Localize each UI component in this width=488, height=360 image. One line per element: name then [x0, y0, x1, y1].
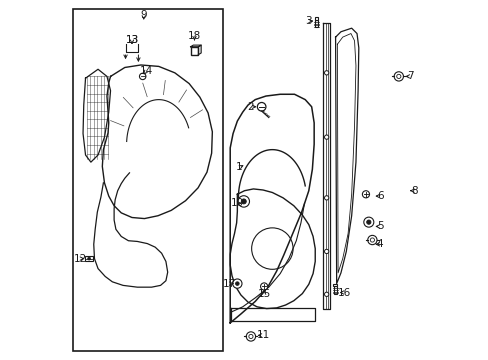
- Bar: [314, 18, 318, 19]
- Polygon shape: [198, 45, 201, 55]
- Text: 12: 12: [73, 253, 87, 264]
- Bar: [190, 47, 198, 55]
- Polygon shape: [83, 69, 110, 162]
- Text: 6: 6: [376, 191, 383, 201]
- Circle shape: [324, 196, 328, 200]
- Text: 5: 5: [376, 221, 383, 231]
- Circle shape: [324, 135, 328, 139]
- Text: 10: 10: [230, 198, 244, 208]
- Text: 16: 16: [337, 288, 350, 297]
- Polygon shape: [230, 308, 315, 321]
- Bar: [333, 284, 336, 286]
- Circle shape: [363, 217, 373, 227]
- Bar: [73, 9, 223, 351]
- Text: 9: 9: [140, 10, 147, 20]
- Circle shape: [241, 199, 246, 204]
- Bar: [85, 256, 93, 261]
- Polygon shape: [323, 23, 329, 309]
- Circle shape: [362, 191, 369, 198]
- Circle shape: [324, 292, 328, 296]
- Text: 3: 3: [305, 16, 311, 26]
- Bar: [333, 286, 336, 294]
- Circle shape: [235, 282, 239, 285]
- Text: 15: 15: [257, 289, 270, 299]
- Circle shape: [260, 283, 267, 290]
- Text: 14: 14: [140, 66, 153, 76]
- Circle shape: [238, 196, 249, 207]
- Circle shape: [367, 235, 376, 245]
- Circle shape: [324, 71, 328, 75]
- Circle shape: [139, 73, 145, 80]
- Circle shape: [393, 72, 403, 81]
- Circle shape: [369, 238, 374, 242]
- Text: 2: 2: [247, 102, 254, 112]
- Text: 11: 11: [256, 330, 269, 341]
- Circle shape: [248, 334, 252, 338]
- Circle shape: [366, 220, 370, 224]
- Circle shape: [396, 74, 400, 78]
- Polygon shape: [190, 45, 201, 47]
- Circle shape: [246, 332, 255, 341]
- Bar: [315, 19, 317, 27]
- Text: 17: 17: [223, 279, 236, 289]
- Polygon shape: [335, 28, 358, 284]
- Text: 18: 18: [187, 31, 201, 41]
- Text: 13: 13: [125, 35, 138, 45]
- Text: 7: 7: [407, 71, 413, 81]
- Text: 4: 4: [376, 239, 383, 249]
- Circle shape: [232, 279, 242, 288]
- Circle shape: [257, 103, 265, 111]
- Text: 13: 13: [125, 35, 138, 45]
- Text: 1: 1: [235, 162, 242, 172]
- Circle shape: [87, 257, 90, 260]
- Circle shape: [324, 249, 328, 253]
- Polygon shape: [102, 65, 212, 219]
- Text: 8: 8: [410, 186, 417, 196]
- Polygon shape: [230, 189, 315, 309]
